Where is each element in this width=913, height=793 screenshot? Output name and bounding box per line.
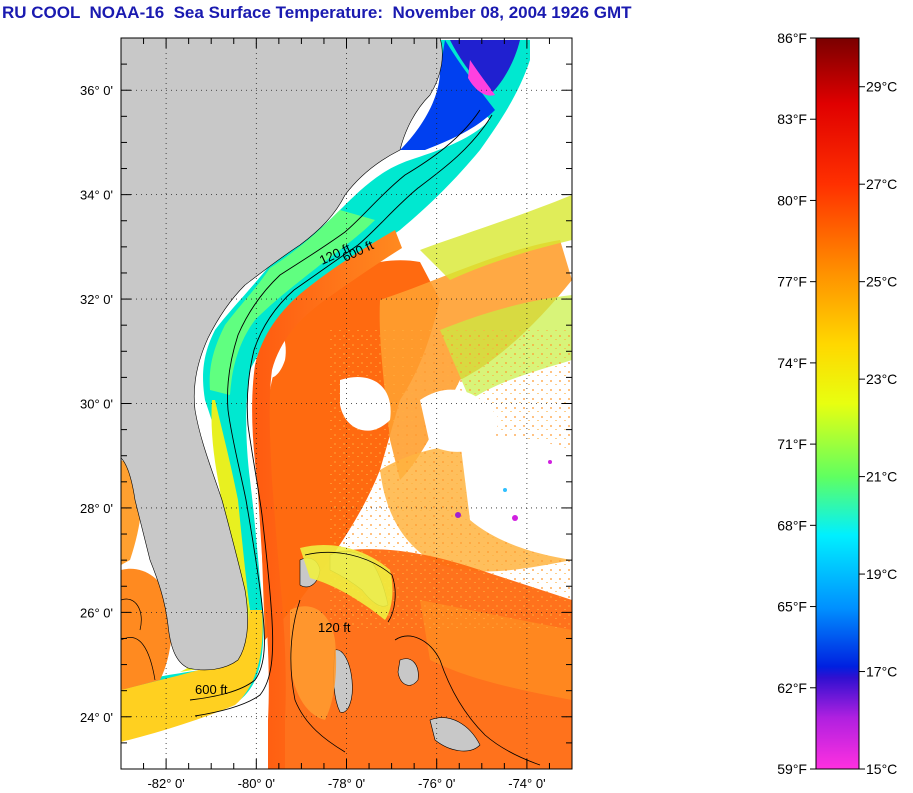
colorbar-f-label: 83°F — [777, 111, 807, 127]
colorbar-f-label: 71°F — [777, 436, 807, 452]
isobath-bahamas — [394, 635, 541, 766]
colorbar-f-label: 77°F — [777, 274, 807, 290]
lon-tick-label: -76° 0' — [418, 776, 455, 791]
sst-imagery: 120 ft 600 ft 120 ft 600 ft — [121, 38, 572, 769]
lat-tick-label: 30° 0' — [80, 397, 113, 412]
colorbar-c-label: 23°C — [866, 371, 897, 387]
bahama-bank-water — [300, 544, 393, 620]
map-title: RU COOL NOAA-16 Sea Surface Temperature:… — [2, 3, 632, 22]
map-axis-ticks: 36° 0' 34° 0' 32° 0' 30° 0' 28° 0' 26° 0' 24° … — [80, 37, 573, 791]
cold-spot — [468, 60, 495, 96]
colorbar-f-label: 59°F — [777, 761, 807, 777]
coastal-mild-water — [209, 210, 375, 395]
land-bahamas — [397, 658, 419, 686]
lat-tick-label: 24° 0' — [80, 710, 113, 725]
colorbar-ticks: 86°F 83°F 80°F 77°F 74°F 71°F 68°F 65°F 62°F 59°F… — [777, 30, 897, 777]
colorbar-f-label: 86°F — [777, 30, 807, 46]
colorbar-c-label: 27°C — [866, 176, 897, 192]
colorbar-c-label: 15°C — [866, 761, 897, 777]
cold-spot — [503, 488, 507, 492]
lat-tick-label: 28° 0' — [80, 501, 113, 516]
contour-label: 120 ft — [318, 620, 351, 635]
colorbar-f-label: 74°F — [777, 355, 807, 371]
lon-tick-label: -82° 0' — [147, 776, 184, 791]
cold-spot — [512, 515, 518, 521]
land-us-southeast — [121, 38, 443, 671]
cold-spot — [455, 512, 461, 518]
cold-spot — [548, 460, 552, 464]
land-bahamas — [429, 717, 481, 752]
colorbar-c-label: 17°C — [866, 664, 897, 680]
colorbar-c-label: 21°C — [866, 469, 897, 485]
lon-tick-label: -80° 0' — [238, 776, 275, 791]
cold-shelf-water — [400, 40, 495, 150]
contour-label: 600 ft — [195, 682, 228, 697]
lon-tick-label: -78° 0' — [328, 776, 365, 791]
cold-shelf-water — [450, 40, 520, 95]
cloud-patch — [420, 389, 500, 452]
colorbar-f-label: 68°F — [777, 517, 807, 533]
lon-tick-label: -74° 0' — [508, 776, 545, 791]
colorbar-f-label: 80°F — [777, 192, 807, 208]
cloud-patch — [460, 435, 572, 560]
lat-tick-label: 34° 0' — [80, 188, 113, 203]
isobath-600ft — [194, 114, 493, 717]
colorbar-f-label: 65°F — [777, 599, 807, 615]
colorbar-c-label: 25°C — [866, 274, 897, 290]
sst-mild-region — [420, 195, 572, 280]
isobath-120ft — [189, 109, 481, 701]
bahama-bank-water — [290, 606, 337, 720]
map-grid — [121, 38, 572, 769]
colorbar-c-label: 29°C — [866, 79, 897, 95]
coastal-warm-water — [121, 610, 263, 742]
gulf-of-mexico-water — [121, 568, 172, 690]
lat-tick-label: 26° 0' — [80, 605, 113, 620]
colorbar-c-label: 19°C — [866, 566, 897, 582]
colorbar-f-label: 62°F — [777, 680, 807, 696]
isobath-bahamas — [290, 552, 396, 753]
temperature-colorbar — [815, 37, 860, 770]
lat-tick-label: 36° 0' — [80, 83, 113, 98]
lat-tick-label: 32° 0' — [80, 292, 113, 307]
cloud-patch — [340, 376, 391, 431]
